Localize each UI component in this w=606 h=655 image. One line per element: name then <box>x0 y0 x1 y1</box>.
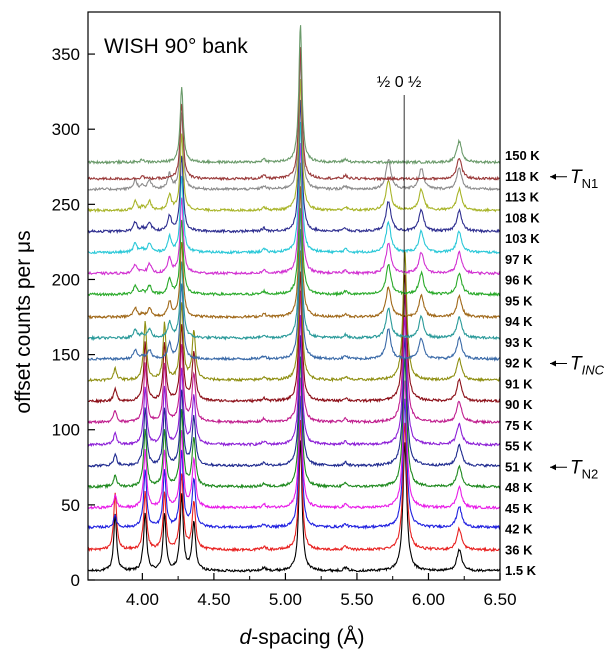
series-line <box>87 377 501 511</box>
y-tick-label: 50 <box>61 496 80 515</box>
temperature-label: 96 K <box>505 273 533 288</box>
temperature-label: 150 K <box>505 148 540 163</box>
series-line <box>87 335 501 469</box>
temperature-label: 45 K <box>505 501 533 516</box>
y-tick-label: 0 <box>71 571 80 590</box>
temperature-label: 55 K <box>505 439 533 454</box>
temperature-label: 91 K <box>505 376 533 391</box>
x-tick-label: 6.50 <box>483 590 516 609</box>
temperature-label: 42 K <box>505 522 533 537</box>
series-line <box>87 419 501 553</box>
temperature-label: 1.5 K <box>505 563 537 578</box>
series-line <box>87 99 501 235</box>
temperature-label: 108 K <box>505 210 540 225</box>
temperature-label: 48 K <box>505 480 533 495</box>
y-tick-label: 100 <box>52 421 80 440</box>
x-axis-title-text: -spacing (Å) <box>251 626 364 649</box>
transition-arrow-head <box>550 464 556 471</box>
temperature-labels: 1.5 K 36 K 42 K 45 K 48 K 51 K 55 K 75 K 90 K 91 … <box>505 148 540 578</box>
temperature-label: 51 K <box>505 459 533 474</box>
series-line <box>87 47 500 182</box>
series-line <box>87 142 501 276</box>
series-line <box>87 271 501 404</box>
x-tick-label: 6.00 <box>412 590 445 609</box>
series-line <box>87 395 501 530</box>
series-line <box>87 162 501 298</box>
temperature-label: 103 K <box>505 231 540 246</box>
temperature-label: 95 K <box>505 293 533 308</box>
temperature-label: 36 K <box>505 542 533 557</box>
y-axis-title: offset counts per μs <box>12 230 35 413</box>
series-line <box>87 186 501 320</box>
transition-label: TINC <box>570 354 605 378</box>
temperature-label: 75 K <box>505 418 533 433</box>
x-tick-label: 5.00 <box>269 590 302 609</box>
y-tick-label: 150 <box>52 346 80 365</box>
y-tick-label: 350 <box>52 45 80 64</box>
series-line <box>87 229 501 362</box>
x-tick-label: 4.50 <box>197 590 230 609</box>
transition-label: TN2 <box>570 457 598 481</box>
x-tick-label: 5.50 <box>340 590 373 609</box>
series-line <box>87 208 500 342</box>
x-axis-title: d-spacing (Å) <box>240 626 365 649</box>
transition-labels: TN1 TINC TN2 <box>550 167 605 481</box>
temperature-label: 118 K <box>505 169 540 184</box>
transition-arrow-head <box>550 173 556 180</box>
series-line <box>87 290 501 425</box>
series-line <box>87 440 501 573</box>
series-line <box>87 315 501 448</box>
chart-title: WISH 90° bank <box>104 35 248 58</box>
plot-frame <box>87 11 501 581</box>
temperature-label: 113 K <box>505 190 540 205</box>
y-tick-label: 200 <box>52 270 80 289</box>
temperature-label: 92 K <box>505 356 533 371</box>
series-line <box>87 121 501 255</box>
y-tick-label: 250 <box>52 195 80 214</box>
transition-label: TN1 <box>570 167 598 191</box>
temperature-label: 97 K <box>505 252 533 267</box>
annotation-label: ½ 0 ½ <box>377 74 421 91</box>
temperature-label: 90 K <box>505 397 533 412</box>
y-tick-label: 300 <box>52 120 80 139</box>
series-line <box>87 25 501 166</box>
ticks-layer: 4.00 4.50 5.00 5.50 6.00 6.50 0 50 100 150 200 250 3… <box>52 45 517 609</box>
transition-arrow-head <box>550 360 556 367</box>
temperature-label: 94 K <box>505 314 533 329</box>
series-line <box>87 356 501 490</box>
x-axis-title-symbol: d <box>240 626 253 649</box>
x-tick-label: 4.00 <box>126 590 159 609</box>
series-layer <box>87 25 501 573</box>
series-line <box>87 78 501 213</box>
series-line <box>87 58 501 192</box>
series-line <box>87 250 501 383</box>
temperature-label: 93 K <box>505 335 533 350</box>
